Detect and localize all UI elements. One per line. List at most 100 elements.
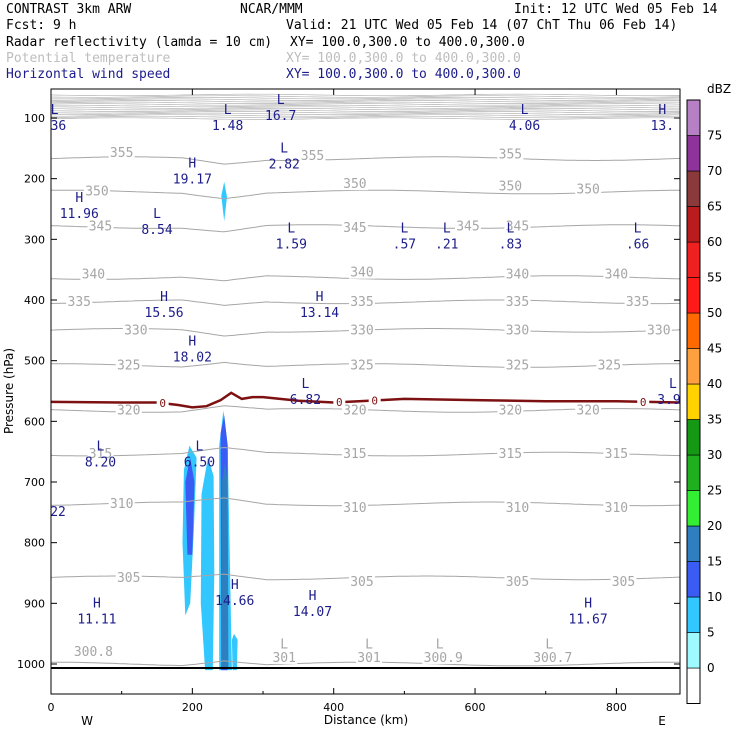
- colorbar-swatch: [686, 419, 701, 456]
- stratosphere-theta-line: [51, 96, 680, 100]
- theta-label: 350: [576, 183, 599, 198]
- theta-label-bg: [348, 322, 375, 337]
- theta-label: 335: [506, 295, 529, 310]
- wind-extremum-value: 1.59: [276, 237, 307, 252]
- theta-label: 320: [343, 403, 366, 418]
- theta-label-bg: [422, 649, 465, 664]
- colorbar-swatch: [686, 490, 701, 527]
- theta-label: 330: [506, 323, 529, 338]
- upper-theta-band: [51, 93, 680, 120]
- freezing-level-label: 0: [371, 394, 378, 407]
- colorbar-swatch: [686, 596, 701, 633]
- wind-extremum-type: H: [188, 157, 196, 172]
- plot-frame: [50, 88, 681, 695]
- wind-extremum-value: 1.48: [212, 119, 243, 134]
- theta-label: 335: [350, 295, 373, 310]
- theta-labels: 355 355 355 350 350 350 350 345 345 345 345 340 340 3…: [66, 145, 672, 666]
- x-tick-label: 400: [323, 701, 344, 714]
- theta-label-bg: [497, 178, 524, 193]
- theta-label-bg: [87, 218, 114, 233]
- y-tick-label: 300: [24, 233, 45, 246]
- theta-label-bg: [575, 181, 602, 196]
- reflectivity-cell: [221, 463, 229, 669]
- x-tick-label: 800: [606, 701, 627, 714]
- wind-extremum-type: H: [309, 589, 317, 604]
- theta-label: 301: [357, 651, 380, 666]
- theta-label: 345: [343, 221, 366, 236]
- theta-label-bg: [341, 500, 368, 515]
- theta-label: 325: [506, 359, 529, 374]
- theta-label-bg: [115, 569, 142, 584]
- theta-label-bg: [504, 293, 531, 308]
- theta-label-bg: [115, 402, 142, 417]
- field2-xy: XY= 100.0,300.0 to 400.0,300.0: [286, 51, 521, 66]
- theta-label-bg: [341, 176, 368, 191]
- theta-label: 320: [117, 403, 140, 418]
- theta-label-bg: [504, 574, 531, 589]
- wind-extremum-value: 11.67: [569, 612, 608, 627]
- stratosphere-theta-line: [51, 104, 680, 108]
- wind-extremum-type: L: [97, 439, 105, 454]
- stratosphere-theta-line: [51, 93, 680, 97]
- theta-label: 305: [117, 571, 140, 586]
- theta-label-bg: [596, 357, 623, 372]
- wind-extremum-type: H: [160, 290, 168, 305]
- freezing-level: 0 0 0 0: [51, 391, 680, 410]
- theta-label: 340: [350, 266, 373, 281]
- stratosphere-theta-line: [51, 100, 680, 103]
- wind-extremum-value: 13.: [651, 119, 674, 134]
- x-axis-label: Distance (km): [324, 713, 408, 727]
- theta-label: 350: [343, 177, 366, 192]
- colorbar-tick-label: 60: [707, 235, 722, 249]
- theta-label: 310: [343, 501, 366, 516]
- wind-extremum-value: 18.02: [173, 350, 212, 365]
- field1-xy: XY= 100.0,300.0 to 400.0,300.0: [290, 35, 525, 50]
- colorbar-tick-label: 15: [707, 555, 722, 569]
- stratosphere-theta-line: [51, 98, 680, 101]
- theta-label: 330: [647, 323, 670, 338]
- colorbar-frame: [686, 99, 701, 704]
- wind-extremum-value: 6.50: [184, 455, 215, 470]
- theta-label: 310: [605, 501, 628, 516]
- wind-extremum-value: 13.14: [300, 306, 339, 321]
- wind-extremum-value: 3.95: [657, 393, 688, 408]
- wind-extremum-value: 11.96: [60, 207, 99, 222]
- stratosphere-theta-line: [51, 101, 680, 104]
- colorbar-tick-label: 10: [707, 590, 722, 604]
- theta-label-bg: [504, 322, 531, 337]
- y-tick-label: 800: [24, 537, 45, 550]
- theta-label: 325: [117, 359, 140, 374]
- wind-extremum-value: 11.11: [77, 612, 116, 627]
- theta-label-bg: [531, 649, 574, 664]
- wind-extremum-type: L: [224, 103, 232, 118]
- wind-extremum-value: 2.82: [269, 157, 300, 172]
- wind-extremum-type: L: [506, 221, 514, 236]
- wind-extremum-value: .57: [393, 237, 416, 252]
- theta-label: 310: [110, 497, 133, 512]
- wind-extremum-value: .66: [626, 237, 649, 252]
- theta-label: 325: [350, 359, 373, 374]
- theta-label-bg: [504, 218, 531, 233]
- stratosphere-theta-line: [51, 103, 680, 106]
- colorbar-swatch: [686, 241, 701, 278]
- colorbar-tick-label: 5: [707, 626, 715, 640]
- colorbar-tick-label: 0: [707, 661, 715, 675]
- theta-label: 340: [605, 268, 628, 283]
- stratosphere-theta-line: [51, 109, 680, 112]
- theta-label-bg: [108, 495, 135, 510]
- theta-label: 330: [350, 323, 373, 338]
- wind-extremum-value: 8.54: [141, 223, 172, 238]
- theta-label: 335: [68, 295, 91, 310]
- field2-label: Potential temperature: [6, 51, 171, 66]
- theta-label: 300.8: [74, 645, 113, 660]
- stratosphere-theta-line: [51, 117, 680, 120]
- wind-extremum-value: 8.20: [85, 455, 116, 470]
- theta-minmax-marker: L: [365, 638, 373, 653]
- theta-label-bg: [575, 402, 602, 417]
- theta-label-bg: [341, 219, 368, 234]
- theta-label: 345: [506, 220, 529, 235]
- reflectivity-cell: [200, 457, 215, 671]
- theta-label-bg: [454, 218, 481, 233]
